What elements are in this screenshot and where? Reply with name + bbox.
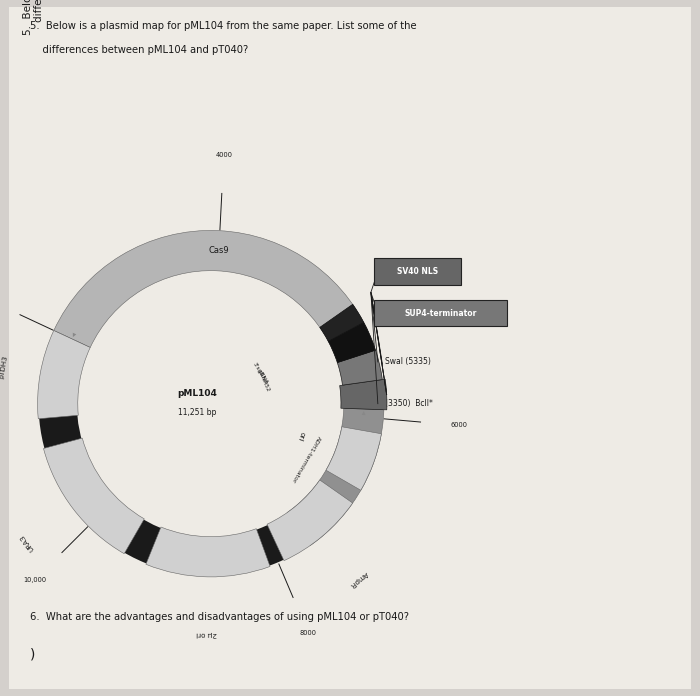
Text: Cas9: Cas9 [209, 246, 229, 255]
Text: 6000: 6000 [450, 422, 467, 428]
Wedge shape [43, 438, 144, 554]
Text: 10,000: 10,000 [23, 576, 46, 583]
Text: pSNR52: pSNR52 [257, 370, 271, 393]
Wedge shape [320, 304, 364, 341]
Text: SUP4-terminator: SUP4-terminator [405, 309, 477, 317]
Wedge shape [287, 409, 384, 546]
Text: (3350)  BclI*: (3350) BclI* [385, 400, 433, 408]
Text: ): ) [30, 647, 35, 661]
Wedge shape [328, 322, 375, 363]
Wedge shape [54, 230, 374, 358]
Text: 5.  Below is a plasmid map for pML104 from the same paper. List some of the
    : 5. Below is a plasmid map for pML104 fro… [23, 0, 45, 35]
Text: SV40 NLS: SV40 NLS [398, 267, 438, 276]
Wedge shape [146, 527, 270, 577]
Text: 11,251 bp: 11,251 bp [178, 408, 216, 416]
Wedge shape [267, 480, 353, 561]
Text: 8000: 8000 [300, 630, 316, 635]
FancyBboxPatch shape [9, 7, 691, 689]
Text: pML104: pML104 [177, 389, 217, 397]
Wedge shape [38, 331, 90, 419]
Text: AmpR: AmpR [348, 571, 369, 589]
Text: 6.  What are the advantages and disadvantages of using pML104 or pT040?: 6. What are the advantages and disadvant… [30, 612, 409, 622]
Wedge shape [326, 427, 382, 490]
Text: 4000: 4000 [216, 152, 232, 158]
Text: ori: ori [296, 431, 305, 442]
Text: pTDH3: pTDH3 [0, 355, 8, 379]
Wedge shape [38, 231, 383, 576]
Text: ADH1-terminator: ADH1-terminator [290, 434, 322, 483]
Text: URA3: URA3 [19, 532, 36, 551]
Text: SwaI (5335): SwaI (5335) [385, 358, 430, 366]
Wedge shape [337, 350, 382, 385]
Wedge shape [340, 379, 387, 410]
FancyBboxPatch shape [374, 300, 507, 326]
Text: 3'sgRNA: 3'sgRNA [251, 362, 268, 386]
FancyBboxPatch shape [374, 258, 461, 285]
Text: 5.  Below is a plasmid map for pML104 from the same paper. List some of the: 5. Below is a plasmid map for pML104 fro… [30, 21, 416, 31]
Text: 2μ ori: 2μ ori [196, 630, 217, 637]
Text: differences between pML104 and pT040?: differences between pML104 and pT040? [30, 45, 248, 55]
